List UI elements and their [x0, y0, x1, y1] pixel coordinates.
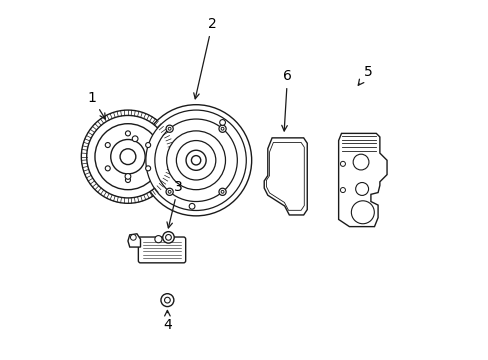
Circle shape: [166, 188, 173, 195]
Circle shape: [132, 136, 138, 141]
Circle shape: [125, 131, 130, 136]
Text: 6: 6: [281, 69, 291, 131]
Circle shape: [125, 174, 131, 179]
Polygon shape: [338, 134, 386, 226]
Circle shape: [140, 105, 251, 216]
Circle shape: [355, 183, 368, 195]
Polygon shape: [264, 138, 306, 215]
Circle shape: [219, 120, 225, 125]
Text: 1: 1: [87, 90, 105, 119]
Circle shape: [145, 143, 150, 148]
Circle shape: [168, 190, 171, 193]
Circle shape: [86, 116, 169, 198]
Circle shape: [155, 235, 162, 243]
Circle shape: [130, 234, 136, 240]
Circle shape: [189, 203, 195, 209]
Circle shape: [155, 119, 237, 202]
Circle shape: [340, 161, 345, 166]
Polygon shape: [266, 143, 304, 210]
FancyBboxPatch shape: [138, 237, 185, 263]
Circle shape: [105, 166, 110, 171]
Circle shape: [168, 127, 171, 130]
Circle shape: [145, 166, 150, 171]
Circle shape: [120, 149, 136, 165]
Text: 3: 3: [166, 180, 182, 228]
Circle shape: [221, 127, 224, 130]
Polygon shape: [128, 234, 140, 247]
Circle shape: [351, 201, 373, 224]
Circle shape: [340, 188, 345, 193]
Circle shape: [95, 124, 161, 190]
Circle shape: [105, 143, 110, 148]
Circle shape: [110, 139, 145, 174]
Circle shape: [164, 297, 170, 303]
Circle shape: [185, 150, 206, 170]
Circle shape: [165, 234, 171, 240]
Circle shape: [219, 188, 225, 195]
Circle shape: [219, 125, 225, 132]
Text: 2: 2: [193, 17, 216, 99]
Circle shape: [161, 294, 174, 307]
Circle shape: [221, 190, 224, 193]
Circle shape: [125, 177, 130, 183]
Text: 5: 5: [358, 66, 372, 85]
Circle shape: [166, 125, 173, 132]
Circle shape: [166, 131, 225, 190]
Circle shape: [191, 156, 201, 165]
Circle shape: [163, 231, 174, 243]
Text: 4: 4: [163, 310, 171, 332]
Circle shape: [145, 110, 246, 211]
Circle shape: [176, 140, 215, 180]
Circle shape: [352, 154, 368, 170]
Circle shape: [81, 110, 174, 203]
